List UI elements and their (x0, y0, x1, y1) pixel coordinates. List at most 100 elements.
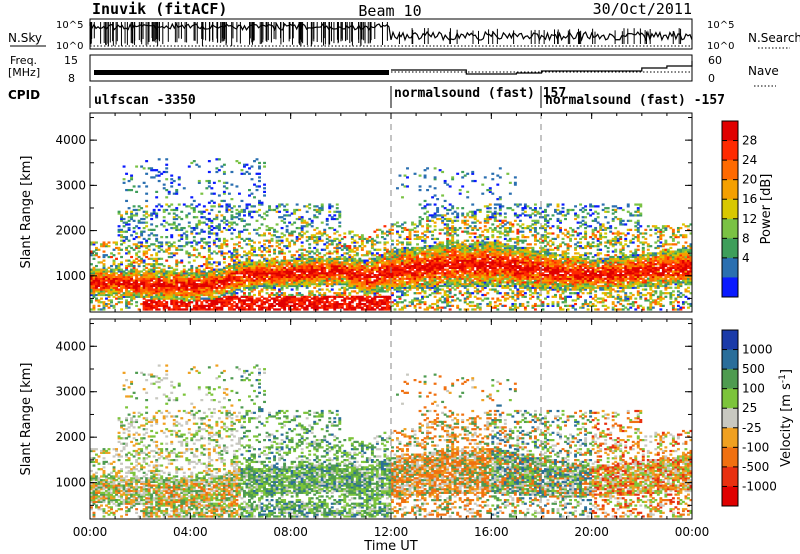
power-cell (227, 228, 231, 231)
power-cell (135, 212, 139, 215)
power-cell (298, 297, 302, 300)
power-cell (135, 246, 139, 250)
power-cell (335, 248, 339, 251)
power-cell (250, 281, 254, 284)
power-cell (295, 283, 299, 286)
power-cell (230, 207, 234, 210)
power-cell (92, 270, 96, 273)
power-cell (375, 234, 379, 237)
power-cell (300, 248, 304, 251)
power-cell (177, 274, 181, 277)
power-cell (248, 261, 251, 264)
power-cell (132, 283, 136, 286)
power-cell (117, 270, 121, 273)
power-cell (202, 297, 206, 300)
power-cell (335, 295, 339, 298)
power-cell (300, 221, 304, 224)
power-cell (295, 286, 299, 289)
power-cell (215, 275, 219, 279)
power-cell (150, 254, 154, 257)
power-cell (416, 252, 419, 255)
power-cell (132, 270, 136, 273)
sky-panel: N.Sky 10^5 10^0 10^5 10^0 N.Search (8, 18, 800, 52)
power-cell (335, 277, 339, 280)
power-cell (253, 250, 256, 253)
power-cell (378, 241, 382, 244)
power-cell (323, 228, 327, 231)
power-cell (320, 264, 324, 268)
power-cell (258, 167, 261, 170)
power-cell (142, 290, 146, 293)
power-cell (90, 243, 93, 246)
power-cell (205, 263, 209, 266)
power-cell (438, 272, 442, 275)
power-cell (438, 297, 442, 300)
power-cell (255, 299, 259, 302)
power-cell (185, 230, 189, 233)
power-cell (220, 304, 224, 307)
power-cell (461, 176, 465, 179)
power-cell (237, 286, 241, 289)
power-cell (318, 277, 322, 280)
power-cell (95, 297, 98, 300)
power-cell (253, 293, 256, 297)
power-cell (338, 266, 342, 269)
power-cell (350, 308, 354, 311)
power-cell (340, 277, 344, 280)
power-cell (172, 283, 176, 286)
power-cell (205, 187, 209, 190)
power-cell (308, 243, 312, 246)
power-cell (255, 172, 259, 175)
power-cell (298, 217, 302, 221)
power-cell (453, 216, 457, 219)
power-cell (328, 255, 332, 259)
power-cell (350, 277, 354, 280)
power-cell (265, 228, 269, 231)
power-cell (180, 270, 184, 273)
power-cell (463, 219, 467, 222)
power-cell (308, 290, 312, 293)
power-cell (212, 226, 216, 230)
power-cell (248, 188, 251, 192)
power-cell (232, 279, 236, 282)
power-cell (210, 205, 214, 208)
power-cell (175, 275, 179, 279)
power-cell (142, 284, 146, 288)
power-cell (310, 261, 314, 264)
power-cell (95, 279, 98, 282)
power-cell (313, 299, 317, 302)
power-cell (202, 293, 206, 297)
power-cell (345, 302, 349, 306)
power-cell (157, 295, 161, 298)
power-cell (132, 243, 136, 246)
power-cell (205, 293, 209, 297)
power-cell (303, 274, 307, 277)
power-cell (406, 236, 409, 239)
power-cell (127, 279, 131, 282)
power-cell (190, 275, 194, 279)
power-cell (195, 283, 199, 286)
power-cell (135, 292, 139, 295)
power-cell (453, 241, 457, 244)
power-cell (248, 239, 251, 242)
power-cell (393, 299, 397, 302)
power-cell (202, 210, 206, 213)
power-cell (180, 279, 184, 282)
power-cell (237, 263, 241, 266)
power-cell (441, 301, 445, 304)
power-cell (152, 259, 156, 262)
power-cell (215, 279, 219, 282)
power-cell (313, 281, 317, 284)
power-cell (170, 208, 174, 212)
power-cell (345, 295, 349, 298)
power-cell (300, 241, 304, 244)
power-cell (192, 259, 196, 262)
power-cell (426, 263, 430, 266)
power-cell (172, 241, 176, 244)
power-cell (273, 299, 277, 302)
power-cell (207, 290, 211, 293)
power-cell (122, 236, 126, 239)
power-cell (328, 277, 332, 280)
power-cell (423, 290, 427, 293)
power-cell (147, 268, 151, 271)
